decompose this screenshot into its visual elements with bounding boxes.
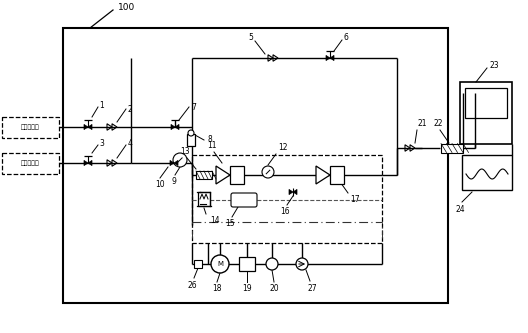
Bar bbox=[460, 82, 512, 144]
Text: 14: 14 bbox=[210, 216, 220, 225]
Text: 23: 23 bbox=[490, 62, 499, 71]
Text: 6: 6 bbox=[343, 34, 348, 43]
Circle shape bbox=[211, 255, 229, 273]
Polygon shape bbox=[316, 166, 330, 184]
FancyBboxPatch shape bbox=[231, 193, 257, 207]
Text: 7: 7 bbox=[191, 103, 196, 112]
Circle shape bbox=[296, 258, 308, 270]
Bar bbox=[465, 88, 507, 118]
Polygon shape bbox=[171, 125, 175, 130]
Text: 5: 5 bbox=[248, 34, 253, 43]
Circle shape bbox=[266, 258, 278, 270]
Text: 13: 13 bbox=[180, 147, 190, 156]
Polygon shape bbox=[174, 161, 178, 166]
Text: 21: 21 bbox=[418, 119, 428, 128]
Polygon shape bbox=[326, 55, 330, 61]
Polygon shape bbox=[84, 125, 88, 130]
Polygon shape bbox=[175, 125, 179, 130]
Bar bbox=[462, 155, 512, 190]
Text: 24: 24 bbox=[455, 205, 465, 214]
Bar bbox=[2, 153, 59, 174]
Text: 3: 3 bbox=[99, 139, 104, 148]
Text: 20: 20 bbox=[269, 284, 279, 293]
Text: 扒外氢气源: 扒外氢气源 bbox=[21, 125, 40, 130]
Circle shape bbox=[262, 166, 274, 178]
Polygon shape bbox=[216, 166, 230, 184]
Bar bbox=[192, 155, 382, 243]
Text: 100: 100 bbox=[118, 4, 135, 13]
Bar bbox=[441, 144, 463, 153]
Text: 19: 19 bbox=[242, 284, 252, 293]
Polygon shape bbox=[88, 161, 92, 166]
Polygon shape bbox=[170, 161, 174, 166]
Polygon shape bbox=[289, 189, 293, 194]
Text: 1: 1 bbox=[99, 101, 103, 110]
Bar bbox=[230, 166, 244, 184]
Text: 26: 26 bbox=[187, 281, 197, 290]
Circle shape bbox=[188, 130, 194, 136]
Bar bbox=[187, 134, 195, 146]
Bar bbox=[196, 171, 212, 179]
Text: M: M bbox=[217, 261, 223, 267]
Polygon shape bbox=[88, 125, 92, 130]
Polygon shape bbox=[84, 161, 88, 166]
Polygon shape bbox=[293, 189, 297, 194]
Polygon shape bbox=[330, 55, 334, 61]
Text: 16: 16 bbox=[280, 207, 290, 216]
Text: 2: 2 bbox=[128, 105, 133, 114]
Bar bbox=[194, 260, 202, 268]
Text: 12: 12 bbox=[278, 143, 288, 152]
Bar bbox=[330, 166, 344, 184]
Text: 10: 10 bbox=[155, 180, 165, 189]
Text: 18: 18 bbox=[212, 284, 222, 293]
Text: 15: 15 bbox=[225, 219, 235, 228]
Bar bbox=[2, 117, 59, 138]
Text: 22: 22 bbox=[433, 119, 443, 128]
Text: 扒外氢气源: 扒外氢气源 bbox=[21, 161, 40, 166]
Text: 27: 27 bbox=[307, 284, 317, 293]
Bar bbox=[63, 28, 448, 303]
Text: 17: 17 bbox=[350, 195, 360, 204]
Circle shape bbox=[173, 153, 187, 167]
Text: 11: 11 bbox=[208, 141, 217, 150]
Bar bbox=[198, 192, 210, 206]
Bar bbox=[239, 257, 255, 271]
Text: 4: 4 bbox=[128, 139, 133, 148]
Text: 9: 9 bbox=[172, 177, 176, 186]
Text: 8: 8 bbox=[207, 136, 212, 145]
